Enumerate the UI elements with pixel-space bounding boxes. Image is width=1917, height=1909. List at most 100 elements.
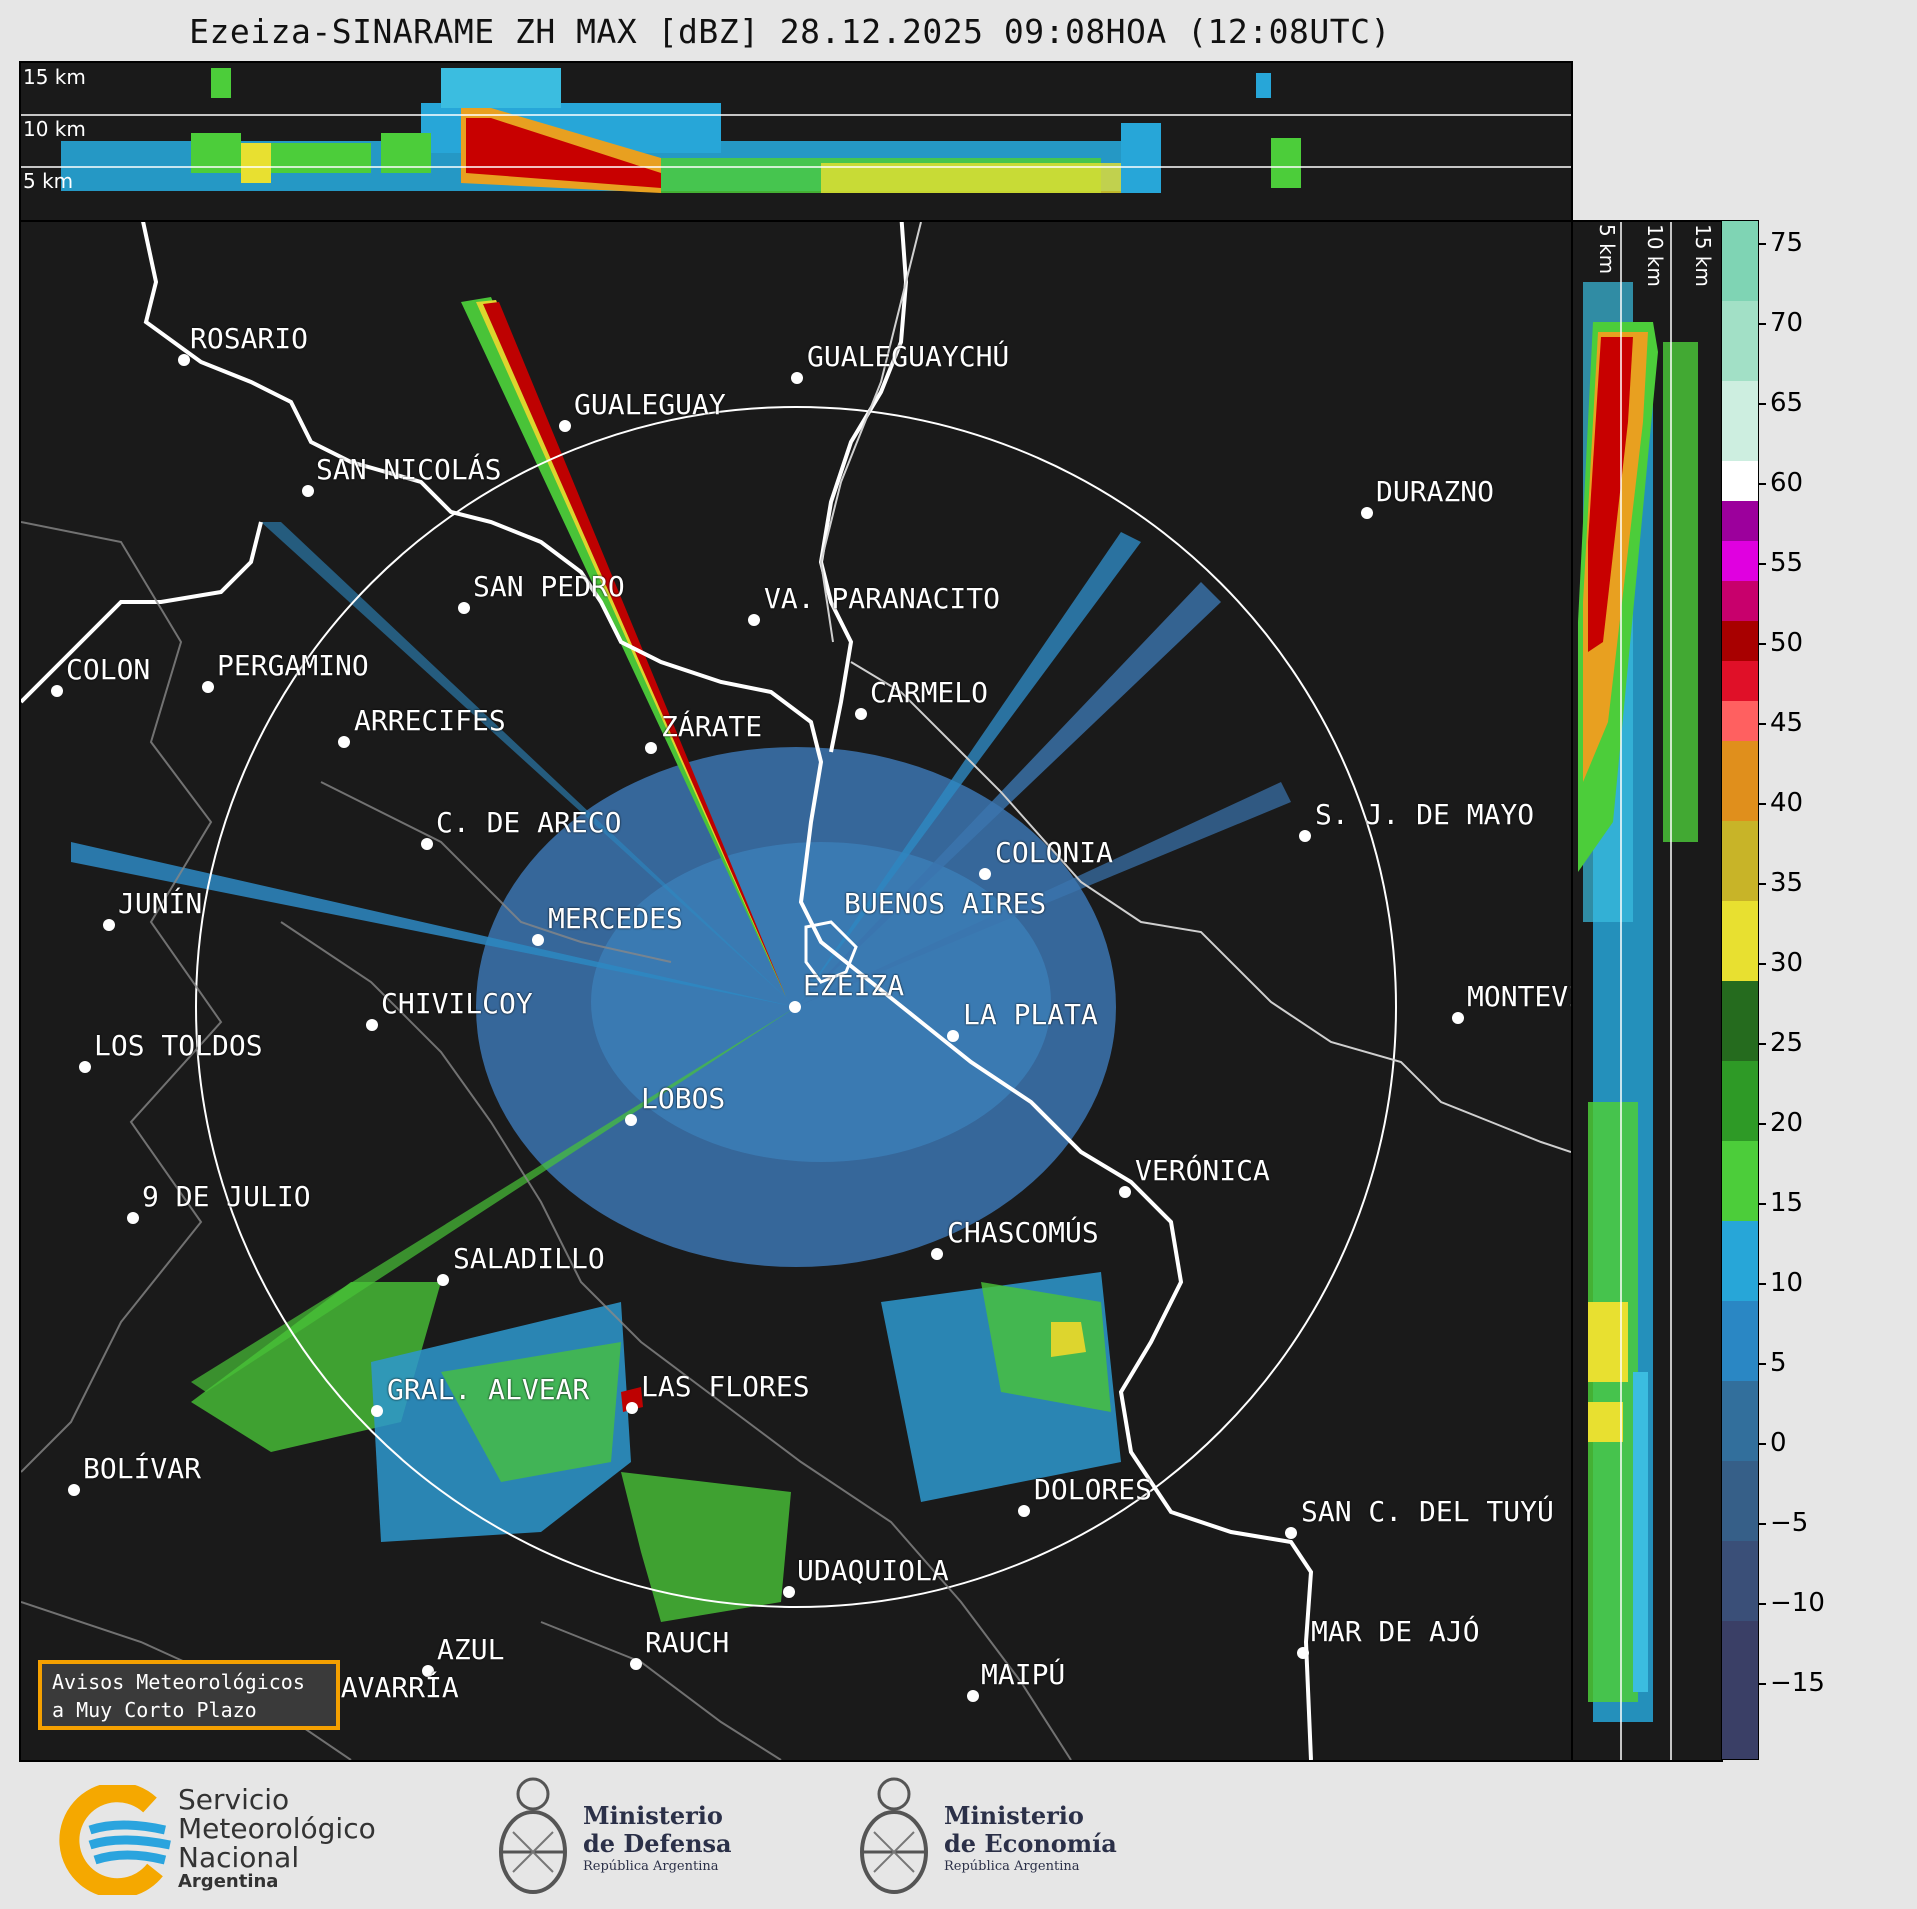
colorbar-tick-10 [1758, 1283, 1766, 1285]
city-marker-maipu [967, 1690, 979, 1702]
colorbar-label-15: 15 [1770, 1188, 1804, 1218]
argentina-shield-icon-defensa [499, 1777, 567, 1894]
city-label-carmelo: CARMELO [870, 676, 989, 709]
city-marker-veronica [1119, 1186, 1131, 1198]
colorbar-label-40: 40 [1770, 788, 1804, 818]
colorbar-tick-45 [1758, 723, 1766, 725]
city-marker-azul [422, 1665, 434, 1677]
colorbar-tick-50 [1758, 643, 1766, 645]
city-label-gral-alvear: GRAL. ALVEAR [387, 1373, 590, 1406]
radar-map-graphic [21, 222, 1571, 1760]
city-label-arrecifes: ARRECIFES [354, 704, 506, 737]
city-label-c-de-areco: C. DE ARECO [436, 806, 622, 839]
city-label-maipu: MAIPÚ [981, 1658, 1066, 1691]
radar-map[interactable]: ROSARIO GUALEGUAYCHÚ GUALEGUAY SAN NICOL… [19, 220, 1573, 1762]
city-marker-ezeiza [789, 1001, 801, 1013]
warning-link-box[interactable]: Avisos Meteorológicos a Muy Corto Plazo [38, 1660, 340, 1730]
city-label-azul: AZUL [437, 1633, 505, 1666]
rio-de-la-plata-shore [819, 222, 1571, 1153]
city-marker-las-flores [626, 1402, 638, 1414]
colorbar-label-65: 65 [1770, 388, 1804, 418]
colorbar-label-10: 10 [1770, 1268, 1804, 1298]
colorbar-tick-65 [1758, 403, 1766, 405]
colorbar-tick-minus10 [1758, 1603, 1766, 1605]
buenos-aires-outline [804, 920, 858, 984]
city-label-mar-de-ajo: MAR DE AJÓ [1311, 1615, 1480, 1648]
colorbar-label-5: 5 [1770, 1348, 1787, 1378]
city-label-chascomus: CHASCOMÚS [947, 1216, 1099, 1249]
side-height-profile: 5 km 10 km 15 km [1571, 220, 1723, 1762]
city-marker-pergamino [202, 681, 214, 693]
colorbar-label-25: 25 [1770, 1028, 1804, 1058]
colorbar-label-minus15: −15 [1770, 1668, 1825, 1698]
city-marker-dolores [1018, 1505, 1030, 1517]
city-label-rauch: RAUCH [645, 1626, 730, 1659]
city-label-la-plata: LA PLATA [963, 998, 1098, 1031]
coastlines [21, 222, 1314, 1760]
colorbar-tick-60 [1758, 483, 1766, 485]
colorbar-tick-5 [1758, 1363, 1766, 1365]
defensa-logo-text: Ministerio de Defensa República Argentin… [583, 1802, 732, 1876]
city-label-9-de-julio: 9 DE JULIO [142, 1180, 311, 1213]
top-echo-profile [61, 68, 1301, 193]
city-marker-junin [103, 919, 115, 931]
footer-logos: Servicio Meteorológico Nacional Argentin… [0, 1760, 1917, 1909]
city-marker-9-de-julio [127, 1212, 139, 1224]
colorbar-label-35: 35 [1770, 868, 1804, 898]
city-marker-la-plata [947, 1030, 959, 1042]
city-marker-colonia [979, 868, 991, 880]
side-height-label-10km: 10 km [1643, 224, 1667, 287]
city-label-bolivar: BOLÍVAR [83, 1452, 202, 1485]
city-marker-san-nicolas [302, 485, 314, 497]
height-label-5km: 5 km [23, 169, 74, 193]
city-marker-mar-de-ajo [1297, 1647, 1309, 1659]
city-label-durazno: DURAZNO [1376, 475, 1495, 508]
city-label-mercedes: MERCEDES [548, 902, 683, 935]
radar-echoes [71, 297, 1291, 1622]
colorbar-label-45: 45 [1770, 708, 1804, 738]
colorbar-label-30: 30 [1770, 948, 1804, 978]
city-marker-san-pedro [458, 602, 470, 614]
city-marker-zarate [645, 742, 657, 754]
economia-line-2: de Economía [944, 1829, 1117, 1858]
colorbar-tick-15 [1758, 1203, 1766, 1205]
economia-line-1: Ministerio [944, 1801, 1084, 1830]
city-label-udaquiola: UDAQUIOLA [797, 1554, 949, 1587]
colorbar-tick-30 [1758, 963, 1766, 965]
smn-logo-icon [59, 1785, 171, 1895]
city-marker-mercedes [532, 934, 544, 946]
city-label-san-nicolas: SAN NICOLÁS [316, 453, 502, 486]
city-marker-san-c-del-tuyu [1285, 1527, 1297, 1539]
city-label-pergamino: PERGAMINO [217, 649, 369, 682]
colorbar-tick-35 [1758, 883, 1766, 885]
warning-line-1: Avisos Meteorológicos [52, 1670, 305, 1694]
city-label-zarate: ZÁRATE [661, 710, 763, 743]
defensa-line-2: de Defensa [583, 1829, 732, 1858]
colorbar-label-70: 70 [1770, 308, 1804, 338]
side-height-label-5km: 5 km [1595, 224, 1619, 275]
colorbar-label-20: 20 [1770, 1108, 1804, 1138]
colorbar-label-55: 55 [1770, 548, 1804, 578]
colorbar-label-50: 50 [1770, 628, 1804, 658]
city-label-dolores: DOLORES [1034, 1473, 1153, 1506]
city-label-junin: JUNÍN [118, 887, 203, 920]
city-label-gualeguaychu: GUALEGUAYCHÚ [807, 340, 1010, 373]
city-label-san-c-del-tuyu: SAN C. DEL TUYÚ [1301, 1495, 1554, 1528]
colorbar-tick-40 [1758, 803, 1766, 805]
colorbar-tick-55 [1758, 563, 1766, 565]
city-label-saladillo: SALADILLO [453, 1242, 605, 1275]
top-height-profile: 15 km 10 km 5 km [19, 61, 1573, 222]
city-marker-va-paranacito [748, 614, 760, 626]
city-marker-lobos [625, 1114, 637, 1126]
reflectivity-colorbar [1721, 220, 1759, 1760]
city-label-chivilcoy: CHIVILCOY [381, 987, 533, 1020]
colorbar-tick-minus15 [1758, 1683, 1766, 1685]
defensa-line-3: República Argentina [583, 1859, 719, 1874]
city-marker-montevideo [1452, 1012, 1464, 1024]
city-marker-arrecifes [338, 736, 350, 748]
smn-logo-text: Servicio Meteorológico Nacional Argentin… [178, 1785, 376, 1892]
top-profile-graphic [21, 68, 1571, 193]
city-label-va-paranacito: VA. PARANACITO [764, 582, 1001, 615]
defensa-line-1: Ministerio [583, 1801, 723, 1830]
colorbar-tick-0 [1758, 1443, 1766, 1445]
